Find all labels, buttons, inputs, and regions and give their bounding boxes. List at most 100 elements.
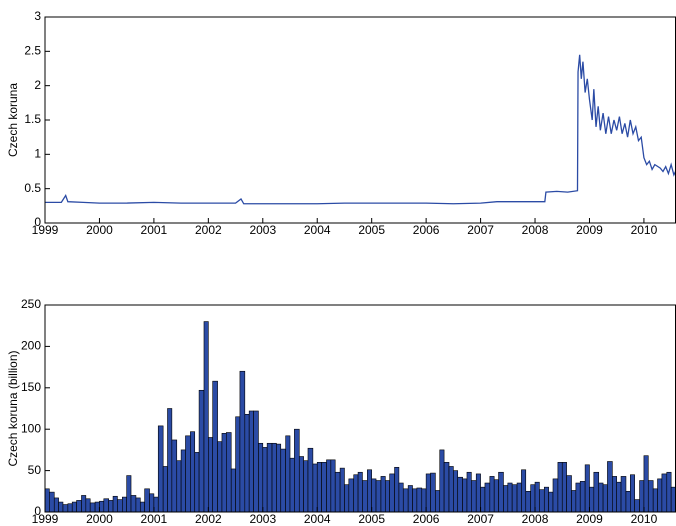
bar bbox=[421, 488, 427, 513]
y-tick-label: 200 bbox=[21, 339, 41, 353]
bar bbox=[394, 466, 400, 513]
bar bbox=[258, 442, 264, 513]
y-tick-label: 1.5 bbox=[24, 112, 41, 126]
bar bbox=[239, 370, 246, 513]
bar bbox=[139, 501, 145, 513]
y-axis-label: Czech koruna (billion) bbox=[6, 350, 20, 466]
bar bbox=[226, 432, 232, 513]
bar bbox=[511, 484, 518, 513]
bar bbox=[507, 482, 513, 513]
bar bbox=[534, 481, 540, 513]
bar bbox=[108, 500, 114, 513]
bar bbox=[589, 486, 595, 513]
bar bbox=[289, 457, 295, 513]
bar bbox=[180, 449, 186, 513]
bar bbox=[639, 480, 645, 513]
bar bbox=[516, 482, 522, 513]
bar bbox=[221, 433, 227, 513]
bar bbox=[670, 486, 676, 513]
y-tick-label: 0 bbox=[34, 504, 41, 518]
bar bbox=[552, 478, 559, 513]
bar bbox=[566, 475, 572, 513]
bar bbox=[112, 495, 118, 513]
x-tick-label: 2003 bbox=[249, 512, 276, 526]
bar bbox=[571, 490, 577, 513]
x-tick-label: 2005 bbox=[358, 512, 385, 526]
x-tick-label: 2008 bbox=[522, 223, 549, 237]
bar bbox=[367, 469, 372, 513]
x-tick-label: 2010 bbox=[631, 223, 658, 237]
bar bbox=[307, 447, 314, 513]
bar bbox=[375, 480, 382, 513]
x-tick-label: 2002 bbox=[195, 512, 222, 526]
line bbox=[45, 54, 676, 205]
bar bbox=[162, 466, 168, 513]
bar bbox=[67, 503, 73, 513]
y-tick-label: 0 bbox=[34, 215, 41, 229]
y-tick-label: 250 bbox=[21, 297, 41, 311]
y-tick-label: 1 bbox=[34, 147, 41, 161]
bar bbox=[94, 501, 100, 513]
bar bbox=[493, 479, 499, 513]
bar bbox=[475, 473, 481, 513]
bar bbox=[439, 449, 445, 513]
x-tick-label: 2003 bbox=[249, 223, 276, 237]
bar bbox=[130, 495, 137, 513]
bar bbox=[89, 502, 96, 513]
bar bbox=[144, 488, 150, 513]
bar bbox=[248, 410, 254, 513]
bar bbox=[316, 462, 322, 513]
bar bbox=[453, 470, 459, 513]
y-tick-label: 100 bbox=[21, 421, 41, 435]
bar bbox=[330, 459, 336, 513]
y-tick-label: 150 bbox=[21, 380, 41, 394]
y-tick-label: 50 bbox=[28, 463, 42, 477]
bar bbox=[357, 471, 363, 513]
bar bbox=[122, 496, 127, 513]
bar bbox=[303, 460, 309, 513]
bar bbox=[217, 441, 223, 513]
bar bbox=[466, 471, 472, 513]
x-tick-label: 2000 bbox=[86, 512, 113, 526]
x-tick-label: 2007 bbox=[467, 512, 494, 526]
bar bbox=[448, 466, 454, 513]
bar bbox=[425, 473, 431, 513]
bar bbox=[126, 475, 132, 513]
bar bbox=[62, 504, 69, 513]
bar bbox=[620, 476, 627, 513]
bar bbox=[530, 484, 536, 513]
x-tick-label: 2001 bbox=[141, 512, 168, 526]
bar bbox=[171, 439, 178, 513]
bar bbox=[271, 442, 277, 513]
bar bbox=[471, 480, 477, 513]
bar bbox=[666, 471, 672, 513]
y-tick-label: 2.5 bbox=[24, 44, 41, 58]
bar bbox=[348, 478, 355, 513]
bar bbox=[416, 487, 423, 513]
bar bbox=[212, 380, 218, 513]
bar bbox=[153, 496, 159, 513]
bar bbox=[598, 482, 604, 513]
bar bbox=[407, 485, 413, 513]
bar bbox=[561, 462, 567, 513]
bar bbox=[103, 498, 110, 513]
bar bbox=[557, 462, 563, 513]
bar bbox=[498, 471, 504, 513]
bar bbox=[253, 410, 259, 513]
bar bbox=[525, 490, 531, 513]
bar bbox=[661, 473, 668, 513]
y-tick-label: 2 bbox=[34, 78, 41, 92]
bar bbox=[235, 416, 241, 513]
bar bbox=[380, 476, 386, 513]
bar bbox=[198, 389, 205, 513]
y-tick-label: 3 bbox=[34, 9, 41, 23]
bar bbox=[326, 459, 332, 513]
bar bbox=[579, 481, 586, 513]
bar bbox=[312, 463, 318, 513]
y-tick-label: 0.5 bbox=[24, 181, 41, 195]
bar bbox=[262, 447, 268, 513]
bar bbox=[58, 501, 64, 513]
bar bbox=[489, 476, 495, 513]
bar bbox=[135, 497, 141, 513]
